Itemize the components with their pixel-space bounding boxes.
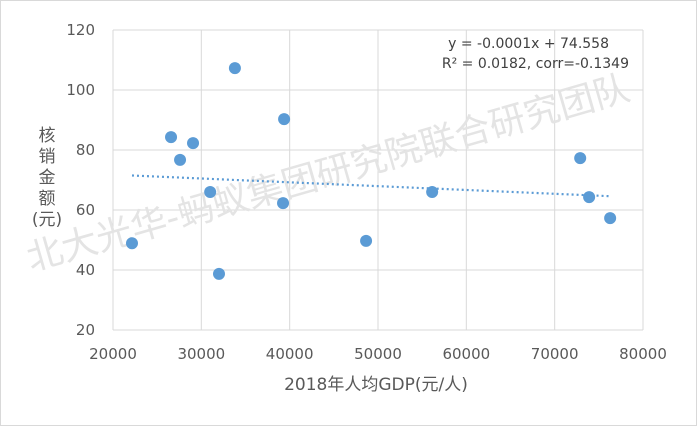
x-tick-label: 60000 bbox=[442, 345, 490, 363]
y-tick-label: 80 bbox=[76, 141, 95, 159]
x-axis-label: 2018年人均GDP(元/人) bbox=[284, 375, 468, 395]
data-point bbox=[278, 113, 291, 126]
x-tick-label: 40000 bbox=[266, 345, 314, 363]
grid bbox=[112, 29, 644, 331]
data-point bbox=[426, 186, 439, 198]
data-point bbox=[583, 191, 596, 204]
data-point bbox=[574, 152, 587, 165]
data-point bbox=[165, 131, 178, 144]
y-ticks: 20 40 60 80 100 120 bbox=[66, 21, 95, 339]
x-ticks: 20000 30000 40000 50000 60000 70000 80000 bbox=[89, 345, 667, 363]
data-point bbox=[277, 197, 290, 210]
y-axis-label: 核销金额(元) bbox=[32, 126, 62, 230]
data-point bbox=[213, 267, 225, 280]
r-squared-label: R² = 0.0182, corr=-0.1349 bbox=[442, 56, 629, 72]
y-tick-label: 120 bbox=[66, 21, 95, 39]
y-tick-label: 100 bbox=[66, 81, 95, 99]
data-points bbox=[125, 62, 617, 280]
data-point bbox=[360, 234, 373, 247]
equation-label: y = -0.0001x + 74.558 bbox=[448, 36, 609, 52]
y-tick-label: 40 bbox=[76, 261, 95, 279]
data-point bbox=[228, 62, 241, 75]
data-point bbox=[204, 186, 217, 198]
y-tick-label: 20 bbox=[76, 321, 95, 339]
x-tick-label: 30000 bbox=[177, 345, 225, 363]
data-point bbox=[125, 237, 138, 250]
data-point bbox=[187, 137, 200, 150]
x-tick-label: 80000 bbox=[619, 345, 667, 363]
x-tick-label: 20000 bbox=[89, 345, 137, 363]
data-point bbox=[174, 153, 187, 166]
y-tick-label: 60 bbox=[76, 201, 95, 219]
watermark: 北大光华-蚂蚁集团研究院联合研究团队 bbox=[22, 68, 634, 280]
x-tick-label: 50000 bbox=[354, 345, 402, 363]
data-point bbox=[604, 212, 617, 225]
x-tick-label: 70000 bbox=[531, 345, 579, 363]
